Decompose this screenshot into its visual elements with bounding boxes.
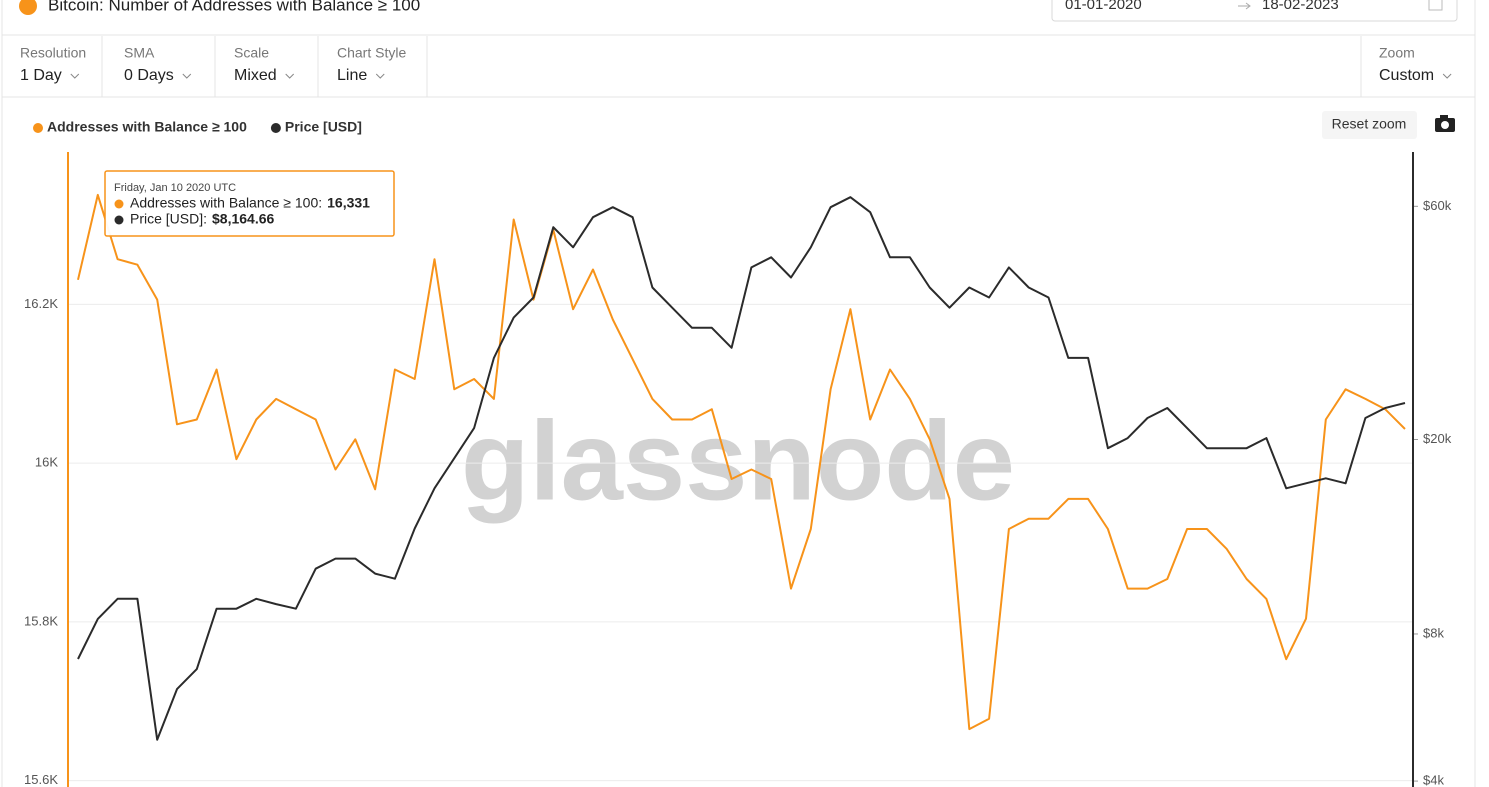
plot: [77, 193, 1406, 741]
y2-tick-label: $4k: [1423, 773, 1444, 787]
toolbar-value[interactable]: Mixed: [234, 67, 277, 84]
toolbar-value[interactable]: 1 Day: [20, 67, 62, 84]
y2-tick-label: $8k: [1423, 625, 1444, 640]
series-line: [77, 196, 1406, 741]
y-tick-label: 16.2K: [24, 296, 58, 311]
reset-zoom-button[interactable]: [1322, 111, 1417, 139]
y-tick-label: 15.6K: [24, 772, 58, 787]
tooltip-row-value: 16,331: [327, 195, 370, 211]
tooltip-row-value: $8,164.66: [212, 211, 274, 227]
legend-label[interactable]: Addresses with Balance ≥ 100: [47, 119, 247, 135]
toolbar-label[interactable]: Resolution: [20, 45, 86, 61]
legend-label[interactable]: Price [USD]: [285, 119, 362, 135]
y-tick-label: 16K: [35, 455, 58, 470]
tooltip-box: [104, 170, 395, 237]
date-arrow: [1238, 2, 1251, 10]
date-from[interactable]: 01-01-2020: [1065, 0, 1142, 13]
dropdown-chevron: [375, 73, 385, 79]
tooltip-date: Friday, Jan 10 2020 UTC: [114, 182, 236, 194]
tooltip-marker: [114, 199, 124, 209]
toolbar-label[interactable]: Chart Style: [337, 45, 406, 61]
tooltip-row-label: Price [USD]:: [130, 211, 207, 227]
bitcoin-icon: [19, 0, 37, 15]
dropdown-chevron: [285, 73, 295, 79]
tooltip-marker: [114, 215, 124, 225]
camera-top[interactable]: [1440, 115, 1448, 119]
dropdown-chevron: [1442, 73, 1452, 79]
y-tick-label: 15.8K: [24, 613, 58, 628]
dropdown-chevron: [70, 73, 80, 79]
toolbar-value[interactable]: Line: [337, 67, 367, 84]
watermark: glassnode: [461, 399, 1015, 524]
series-line: [77, 193, 1406, 731]
toolbar-value[interactable]: 0 Days: [124, 67, 174, 84]
reset-zoom-label[interactable]: Reset zoom: [1332, 116, 1407, 132]
toolbar-label[interactable]: Scale: [234, 45, 269, 61]
camera-icon[interactable]: [1435, 115, 1455, 132]
calendar-icon: [1428, 0, 1443, 11]
date-range[interactable]: [1051, 0, 1458, 22]
y2-tick-label: $20k: [1423, 431, 1452, 446]
zoom-value[interactable]: Custom: [1379, 67, 1434, 84]
legend-marker[interactable]: [270, 123, 281, 133]
date-to[interactable]: 18-02-2023: [1262, 0, 1339, 13]
toolbar-label[interactable]: SMA: [124, 45, 155, 61]
dropdown-chevron: [182, 73, 192, 79]
tooltip-row-label: Addresses with Balance ≥ 100:: [130, 195, 322, 211]
y2-tick-label: $60k: [1423, 198, 1452, 213]
zoom-label[interactable]: Zoom: [1379, 45, 1415, 61]
legend-marker[interactable]: [33, 123, 43, 133]
camera-lens[interactable]: [1441, 121, 1449, 129]
page-title: Bitcoin: Number of Addresses with Balanc…: [48, 0, 420, 14]
